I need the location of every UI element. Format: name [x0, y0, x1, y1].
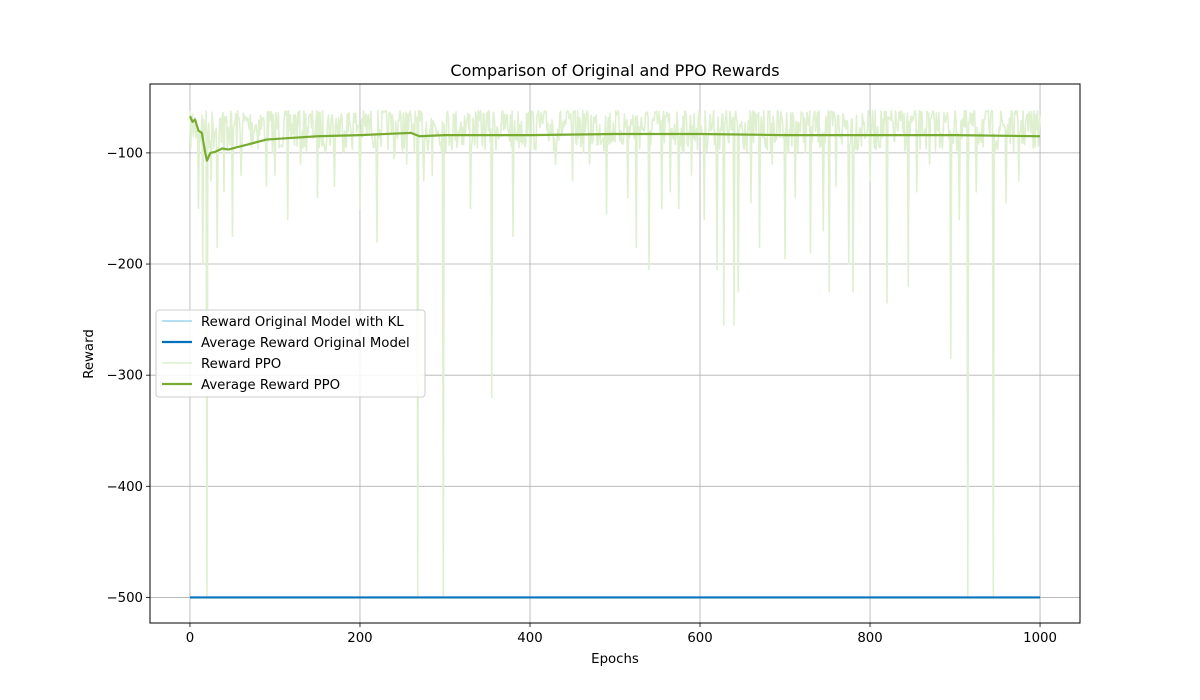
x-tick-label: 0	[186, 631, 194, 646]
y-axis-label: Reward	[82, 329, 97, 379]
y-tick-label: −400	[106, 480, 143, 495]
x-tick-label: 800	[857, 631, 882, 646]
chart-title: Comparison of Original and PPO Rewards	[450, 61, 779, 80]
y-tick-label: −100	[106, 146, 143, 161]
y-tick-label: −200	[106, 258, 143, 273]
x-tick-label: 1000	[1023, 631, 1057, 646]
legend: Reward Original Model with KL Average Rew…	[156, 310, 425, 397]
x-tick-label: 400	[517, 631, 542, 646]
y-tick-label: −300	[106, 369, 143, 384]
x-axis-label: Epochs	[591, 652, 639, 667]
legend-entry: Average Reward Original Model	[201, 336, 410, 351]
x-tick-label: 200	[347, 631, 372, 646]
y-tick-label: −500	[106, 591, 143, 606]
x-tick-label: 600	[687, 631, 712, 646]
legend-entry: Average Reward PPO	[201, 378, 340, 393]
legend-entry: Reward PPO	[201, 357, 281, 372]
legend-entry: Reward Original Model with KL	[201, 315, 404, 330]
